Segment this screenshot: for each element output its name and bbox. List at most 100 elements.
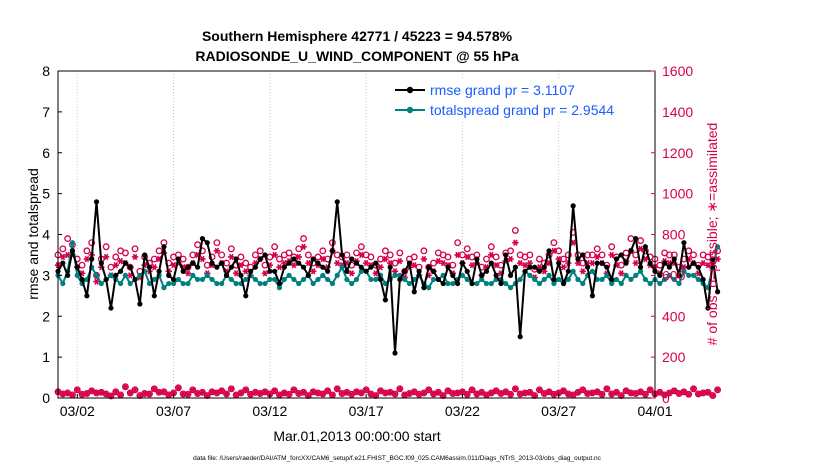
- totalspread-point: [170, 280, 177, 287]
- rmse-point: [459, 260, 466, 266]
- rmse-point: [570, 203, 576, 209]
- rmse-point: [223, 272, 230, 278]
- obs-assimilated-bottom-marker: [492, 387, 500, 395]
- obs-assimilated-bottom-marker: [146, 390, 153, 398]
- obs-assimilated-marker: [131, 253, 139, 261]
- rmse-point: [315, 260, 321, 266]
- rmse-point: [507, 272, 514, 278]
- obs-assimilated-bottom-marker: [165, 391, 172, 399]
- totalspread-point: [618, 280, 624, 287]
- x-tick-label: 03/07: [156, 403, 191, 419]
- obs-assimilated-bottom-marker: [589, 389, 596, 397]
- obs-assimilated-bottom-marker: [367, 390, 375, 398]
- obs-assimilated-bottom-marker: [560, 387, 567, 395]
- totalspread-point: [257, 280, 263, 287]
- obs-assimilated-marker: [242, 268, 249, 275]
- obs-possible-marker: [88, 239, 96, 247]
- x-axis-label: Mar.01,2013 00:00:00 start: [273, 428, 440, 444]
- obs-assimilated-marker: [516, 259, 524, 267]
- totalspread-point: [642, 276, 648, 283]
- rmse-point: [498, 280, 504, 287]
- rmse-point: [252, 264, 258, 270]
- obs-assimilated-bottom-marker: [661, 391, 668, 399]
- obs-assimilated-bottom-marker: [117, 391, 124, 399]
- obs-possible-marker: [550, 239, 558, 247]
- obs-assimilated-marker: [377, 264, 384, 271]
- y-right-tick-label: 1400: [662, 104, 693, 120]
- obs-assimilated-bottom-marker: [695, 390, 702, 398]
- obs-assimilated-bottom-marker: [343, 389, 351, 396]
- obs-assimilated-marker: [464, 253, 471, 261]
- obs-possible-marker: [608, 243, 616, 251]
- rmse-point: [93, 199, 100, 205]
- obs-assimilated-bottom-marker: [675, 390, 683, 397]
- totalspread-point: [690, 272, 697, 278]
- obs-assimilated-bottom-marker: [281, 389, 288, 397]
- axis-layer: 03/02 03/07 03/12 03/17 03/22 03/27 04/0101234…: [42, 63, 693, 419]
- obs-assimilated-bottom-marker: [618, 392, 625, 399]
- rmse-point: [623, 260, 629, 266]
- obs-assimilated-bottom-marker: [127, 389, 134, 397]
- obs-assimilated-bottom-marker: [358, 389, 365, 397]
- obs-assimilated-bottom-marker: [685, 391, 692, 398]
- obs-assimilated-marker: [232, 270, 240, 277]
- obs-possible-marker: [131, 245, 139, 253]
- totalspread-point: [137, 272, 143, 278]
- totalspread-point: [613, 276, 620, 283]
- rmse-point: [686, 264, 692, 270]
- totalspread-point: [69, 240, 76, 246]
- rmse-point: [676, 272, 682, 278]
- obs-assimilated-marker: [439, 259, 447, 267]
- obs-assimilated-marker: [102, 253, 110, 261]
- obs-assimilated-bottom-marker: [714, 386, 721, 394]
- rmse-point: [469, 280, 475, 287]
- rmse-point: [296, 260, 302, 266]
- obs-assimilated-bottom-marker: [396, 385, 404, 392]
- obs-possible-marker: [483, 255, 490, 263]
- obs-possible-marker: [665, 251, 673, 259]
- obs-assimilated-bottom-marker: [464, 391, 471, 398]
- obs-possible-marker: [213, 239, 221, 247]
- obs-assimilated-marker: [170, 261, 177, 269]
- obs-assimilated-bottom-marker: [502, 388, 509, 396]
- obs-possible-marker: [386, 251, 394, 259]
- obs-assimilated-marker: [184, 270, 192, 277]
- obs-possible-marker: [381, 247, 389, 255]
- obs-assimilated-marker: [420, 255, 428, 263]
- rmse-point: [440, 280, 446, 287]
- legend-marker-rmse: [406, 86, 414, 94]
- obs-assimilated-bottom-marker: [194, 390, 201, 397]
- totalspread-point: [185, 280, 191, 287]
- rmse-point: [281, 264, 287, 270]
- obs-possible-marker: [64, 235, 72, 243]
- obs-possible-marker: [511, 226, 519, 234]
- totalspread-point: [233, 280, 239, 287]
- rmse-point: [325, 268, 331, 274]
- rmse-point: [291, 256, 297, 262]
- obs-assimilated-bottom-marker: [290, 386, 298, 394]
- obs-assimilated-marker: [59, 253, 67, 261]
- data-layer: [54, 199, 722, 400]
- rmse-point: [349, 256, 355, 262]
- y-right-tick-label: 800: [662, 227, 686, 243]
- rmse-point: [113, 272, 119, 278]
- rmse-point: [637, 264, 644, 270]
- obs-assimilated-bottom-marker: [353, 388, 360, 396]
- obs-assimilated-bottom-marker: [411, 388, 418, 396]
- totalspread-point: [166, 280, 172, 287]
- rmse-point: [700, 276, 706, 283]
- rmse-point: [392, 350, 398, 356]
- obs-assimilated-marker: [488, 251, 495, 259]
- totalspread-point: [681, 268, 687, 274]
- obs-assimilated-bottom-marker: [603, 385, 611, 392]
- rmse-point: [647, 260, 653, 266]
- obs-possible-marker: [251, 251, 259, 259]
- rmse-point: [161, 244, 167, 250]
- obs-possible-marker: [463, 245, 471, 253]
- obs-assimilated-bottom-marker: [338, 390, 346, 397]
- totalspread-point: [479, 276, 485, 283]
- obs-assimilated-bottom-marker: [454, 389, 461, 397]
- rmse-point: [214, 264, 220, 270]
- totalspread-point: [151, 276, 157, 283]
- totalspread-point: [551, 280, 557, 287]
